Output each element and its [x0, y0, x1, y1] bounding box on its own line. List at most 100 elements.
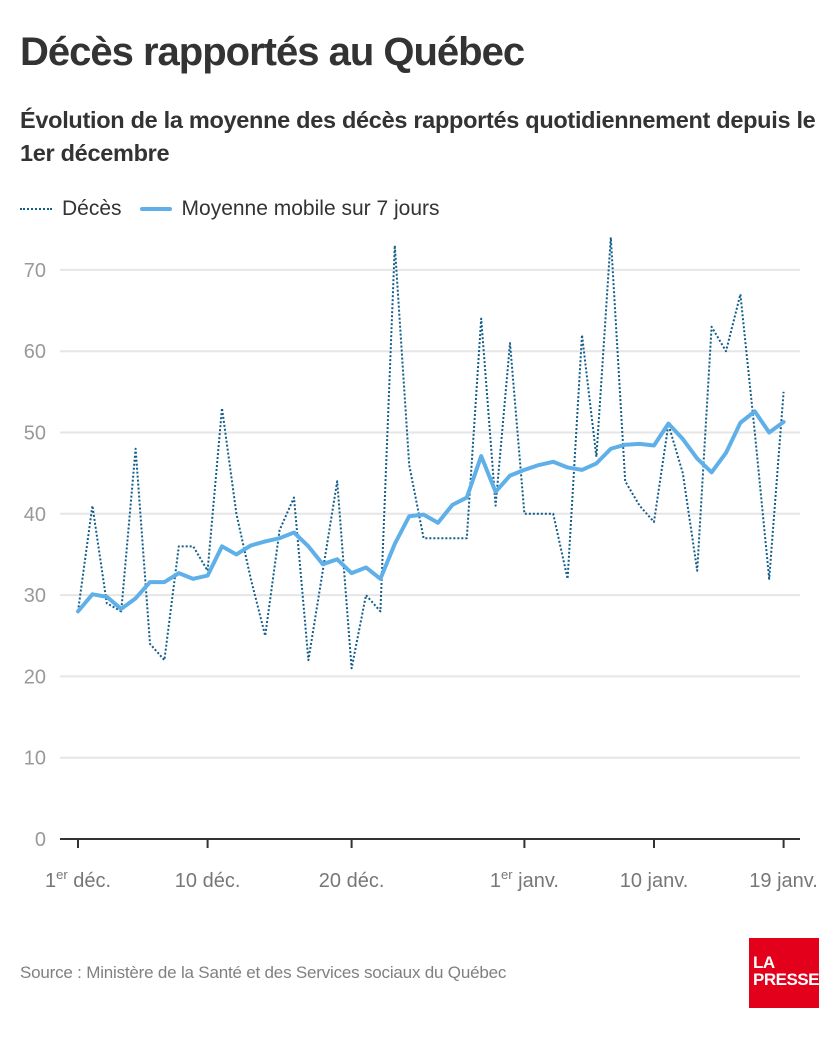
- deaths-point: [105, 602, 108, 605]
- deaths-point: [91, 504, 94, 507]
- moving-average-point: [609, 447, 612, 450]
- moving-average-point: [494, 490, 497, 493]
- moving-average-point: [177, 572, 180, 575]
- moving-average-point: [667, 422, 670, 425]
- moving-average-point: [365, 566, 368, 569]
- x-tick-label: 1er déc.: [45, 867, 111, 892]
- moving-average-point: [566, 466, 569, 469]
- deaths-point: [537, 512, 540, 515]
- deaths-point: [177, 545, 180, 548]
- moving-average-point: [537, 464, 540, 467]
- y-tick-label: 20: [24, 666, 46, 688]
- deaths-point: [293, 496, 296, 499]
- moving-average-point: [408, 515, 411, 518]
- deaths-point: [163, 659, 166, 662]
- x-tick-label: 1er janv.: [490, 867, 559, 892]
- deaths-point: [753, 431, 756, 434]
- moving-average-line: [76, 409, 786, 614]
- moving-average-point: [77, 610, 80, 613]
- deaths-point: [235, 512, 238, 515]
- moving-average-point: [221, 545, 224, 548]
- logo-line-1: LA: [753, 953, 775, 972]
- logo-line-2: PRESSE: [753, 970, 819, 989]
- la-presse-logo: LA PRESSE: [749, 938, 819, 1008]
- deaths-point: [638, 504, 641, 507]
- deaths-point: [739, 293, 742, 296]
- deaths-point: [336, 480, 339, 483]
- x-axis: 1er déc. 10 déc. 20 déc. 1er janv. 10 janv. 1…: [45, 838, 818, 892]
- x-tick-label: 20 déc.: [319, 870, 385, 892]
- deaths-point: [494, 504, 497, 507]
- deaths-point: [581, 333, 584, 336]
- moving-average-point: [437, 521, 440, 524]
- deaths-point: [221, 407, 224, 410]
- moving-average-point: [336, 558, 339, 561]
- deaths-point: [249, 577, 252, 580]
- deaths-point: [710, 325, 713, 328]
- legend-label-deaths: Décès: [62, 197, 122, 220]
- moving-average-point: [134, 597, 137, 600]
- moving-average-point: [681, 438, 684, 441]
- dotted-line-icon: [20, 208, 52, 210]
- deaths-point: [365, 594, 368, 597]
- moving-average-point: [768, 431, 771, 434]
- deaths-point: [379, 610, 382, 613]
- deaths-point: [624, 480, 627, 483]
- moving-average-point: [451, 503, 454, 506]
- deaths-point: [609, 236, 612, 239]
- moving-average-point: [105, 595, 108, 598]
- moving-average-point: [653, 444, 656, 447]
- y-tick-label: 60: [24, 341, 46, 363]
- moving-average-point: [581, 468, 584, 471]
- deaths-point: [595, 455, 598, 458]
- moving-average-point: [206, 574, 209, 577]
- y-tick-label: 30: [24, 585, 46, 607]
- y-axis-labels: 0 10 20 30 40 50 60 70: [24, 260, 46, 851]
- deaths-point: [321, 569, 324, 572]
- moving-average-point: [249, 544, 252, 547]
- deaths-point: [192, 545, 195, 548]
- deaths-point: [768, 577, 771, 580]
- moving-average-point: [523, 468, 526, 471]
- deaths-point: [566, 577, 569, 580]
- deaths-point: [653, 520, 656, 523]
- legend-item-average: Moyenne mobile sur 7 jours: [139, 197, 440, 221]
- y-tick-label: 0: [35, 829, 46, 851]
- moving-average-point: [91, 593, 94, 596]
- y-tick-label: 40: [24, 504, 46, 526]
- moving-average-point: [638, 442, 641, 445]
- deaths-point: [725, 350, 728, 353]
- moving-average-point: [552, 460, 555, 463]
- moving-average-point: [379, 577, 382, 580]
- deaths-point: [451, 537, 454, 540]
- moving-average-point: [293, 531, 296, 534]
- deaths-point: [552, 512, 555, 515]
- deaths-point: [393, 244, 396, 247]
- legend-label-average: Moyenne mobile sur 7 jours: [181, 197, 440, 220]
- y-tick-label: 70: [24, 260, 46, 282]
- moving-average-point: [149, 581, 152, 584]
- legend: Décès Moyenne mobile sur 7 jours: [20, 197, 458, 221]
- moving-average-point: [163, 581, 166, 584]
- deaths-point: [350, 667, 353, 670]
- gridlines: [60, 268, 800, 759]
- deaths-point: [782, 390, 785, 393]
- deaths-point: [307, 659, 310, 662]
- moving-average-point: [696, 457, 699, 460]
- deaths-point: [509, 342, 512, 345]
- x-tick-label: 10 déc.: [175, 870, 241, 892]
- moving-average-point: [624, 443, 627, 446]
- moving-average-point: [725, 451, 728, 454]
- moving-average-point: [278, 537, 281, 540]
- moving-average-point: [739, 421, 742, 424]
- y-tick-label: 50: [24, 423, 46, 445]
- moving-average-point: [465, 496, 468, 499]
- moving-average-point: [480, 455, 483, 458]
- moving-average-point: [264, 540, 267, 543]
- moving-average-point: [422, 513, 425, 516]
- deaths-point: [437, 537, 440, 540]
- x-tick-label: 10 janv.: [620, 870, 689, 892]
- deaths-line: [77, 236, 785, 670]
- moving-average-point: [120, 607, 123, 610]
